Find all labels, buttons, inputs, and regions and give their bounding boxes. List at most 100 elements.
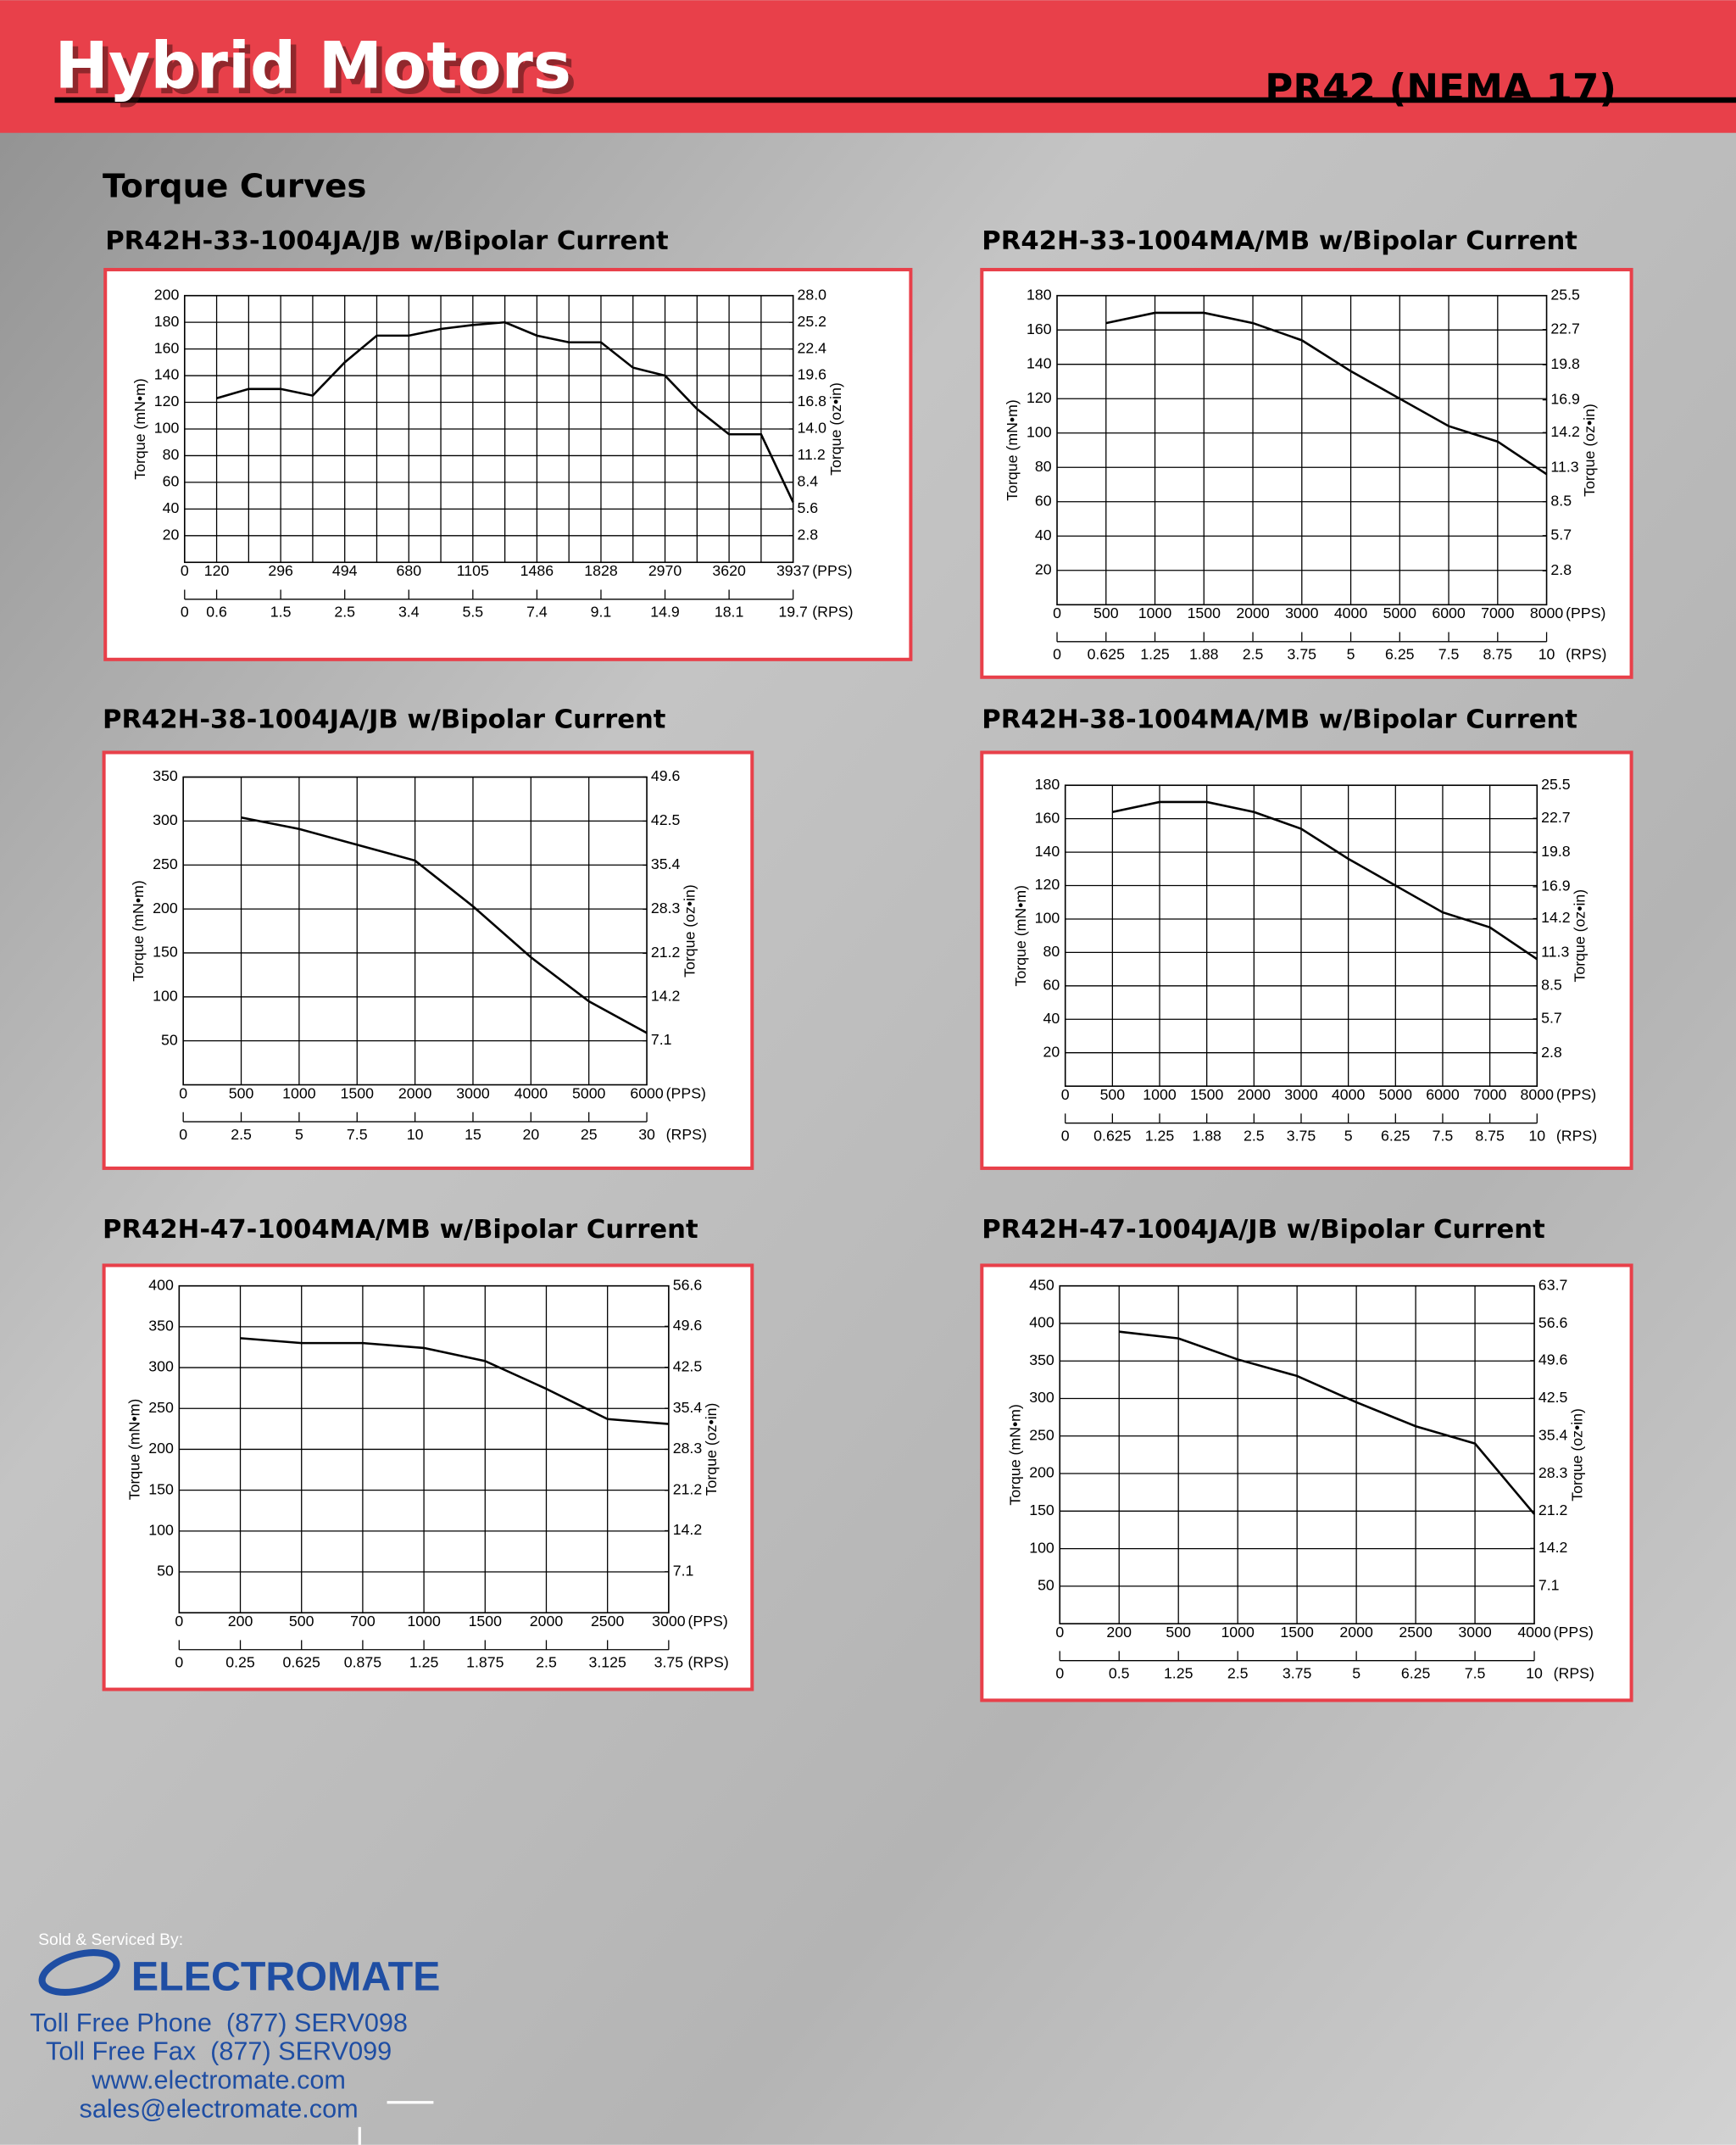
y-tick-label: 350 xyxy=(1029,1351,1054,1368)
x-tick-label: 5000 xyxy=(1383,604,1417,621)
x2-tick-label: 6.25 xyxy=(1381,1128,1410,1145)
x-tick-label: 500 xyxy=(1166,1624,1191,1641)
x2-unit: (RPS) xyxy=(812,604,853,621)
x2-tick-label: 6.25 xyxy=(1385,646,1415,663)
y2-tick-label: 11.3 xyxy=(1541,944,1569,961)
x2-unit: (RPS) xyxy=(1556,1128,1597,1145)
y2-tick-label: 16.8 xyxy=(798,393,827,410)
plot-frame xyxy=(1056,294,1548,606)
y2-tick-label: 2.8 xyxy=(798,526,819,543)
chart: PR42H-38-1004JA/JB w/Bipolar Current 5 0 10… xyxy=(102,705,754,1170)
x2-tick-label: 0.25 xyxy=(225,1654,255,1671)
x2-tick-label: 20 xyxy=(522,1126,539,1143)
y-tick-label: 180 xyxy=(1027,286,1052,303)
chart: PR42H-47-1004JA/JB w/Bipolar Current 5 0 10… xyxy=(980,1215,1633,1702)
x2-tick-label: 19.7 xyxy=(778,604,808,621)
y-tick-label: 40 xyxy=(163,499,180,516)
x-tick-label: 1500 xyxy=(341,1084,375,1101)
x2-tick-label: 0.875 xyxy=(344,1654,382,1671)
x2-tick-label: 1.88 xyxy=(1189,646,1219,663)
y-axis-label: Torque (mN•m) xyxy=(131,378,148,480)
x-tick-label: 700 xyxy=(350,1613,376,1630)
x-tick-label: 2000 xyxy=(1238,1086,1271,1103)
footer: Sold & Serviced By: ELECTROMATE Toll Fre… xyxy=(30,1930,440,2145)
y2-tick-label: 14.2 xyxy=(1538,1539,1568,1556)
x-tick-label: 120 xyxy=(204,562,230,579)
web: www.electromate.com xyxy=(91,2066,346,2095)
y2-axis-label: Torque (oz•in) xyxy=(681,884,698,978)
y2-tick-label: 56.6 xyxy=(673,1276,703,1293)
y-tick-label: 250 xyxy=(1029,1426,1054,1443)
y2-tick-label: 7.1 xyxy=(651,1031,672,1048)
x2-tick-label: 0 xyxy=(179,1126,187,1143)
x-tick-label: 1500 xyxy=(1188,604,1221,621)
y2-axis-label: Torque (oz•in) xyxy=(1568,1408,1585,1502)
x-tick-label: 0 xyxy=(1055,1624,1064,1641)
y2-tick-label: 14.2 xyxy=(651,987,681,1004)
x2-tick-label: 3.75 xyxy=(654,1654,684,1671)
x2-tick-label: 15 xyxy=(465,1126,481,1143)
x-tick-label: 2000 xyxy=(1339,1624,1373,1641)
y-tick-label: 150 xyxy=(1029,1502,1054,1518)
x-tick-label: 1000 xyxy=(1138,604,1172,621)
x2-unit: (RPS) xyxy=(1566,646,1606,663)
y-tick-label: 140 xyxy=(1035,843,1060,860)
section-title: Torque Curves xyxy=(103,168,366,206)
x-tick-label: 6000 xyxy=(630,1084,664,1101)
x2-tick-label: 7.4 xyxy=(526,604,548,621)
y2-tick-label: 14.0 xyxy=(798,420,827,437)
x-tick-label: 500 xyxy=(1100,1086,1126,1103)
y-tick-label: 150 xyxy=(148,1480,174,1497)
y-tick-label: 160 xyxy=(1035,809,1060,826)
x-tick-label: 7000 xyxy=(1481,604,1515,621)
header-band xyxy=(0,0,1736,133)
y-tick-label: 20 xyxy=(1043,1043,1060,1060)
x-tick-label: 3620 xyxy=(712,562,746,579)
fax: Toll Free Fax (877) SERV099 xyxy=(46,2037,392,2066)
plot-frame xyxy=(1064,784,1538,1087)
plot-frame xyxy=(1059,1284,1535,1624)
sold-by: Sold & Serviced By: xyxy=(38,1930,183,1949)
x2-tick-label: 8.75 xyxy=(1475,1128,1505,1145)
y-axis-label: Torque (mN•m) xyxy=(1006,1404,1023,1506)
x2-tick-label: 10 xyxy=(407,1126,424,1143)
x-tick-label: 1000 xyxy=(407,1613,441,1630)
torque-curve xyxy=(1105,311,1548,476)
y2-axis-label: Torque (oz•in) xyxy=(827,382,844,476)
email: sales@electromate.com xyxy=(80,2095,359,2124)
x2-tick-label: 5 xyxy=(1344,1128,1353,1145)
chart: PR42H-47-1004MA/MB w/Bipolar Current 50 10… xyxy=(102,1215,754,1691)
y-tick-label: 200 xyxy=(1029,1464,1054,1481)
x2-tick-label: 2.5 xyxy=(1244,1128,1265,1145)
y2-tick-label: 42.5 xyxy=(673,1357,703,1374)
y2-tick-label: 35.4 xyxy=(673,1399,703,1416)
x-tick-label: 3000 xyxy=(1284,1086,1318,1103)
y2-tick-label: 11.2 xyxy=(798,446,826,463)
chart-title: PR42H-38-1004JA/JB w/Bipolar Current xyxy=(103,705,665,734)
chart-title: PR42H-33-1004JA/JB w/Bipolar Current xyxy=(105,226,668,256)
x-tick-label: 3000 xyxy=(652,1613,686,1630)
torque-curve xyxy=(1119,1330,1536,1515)
y2-tick-label: 22.7 xyxy=(1550,320,1580,337)
x2-tick-label: 5 xyxy=(1352,1665,1360,1682)
phone: Toll Free Phone (877) SERV098 xyxy=(30,2008,408,2037)
chart-title: PR42H-47-1004JA/JB w/Bipolar Current xyxy=(982,1215,1544,1245)
x2-tick-label: 3.125 xyxy=(588,1654,626,1671)
x2-tick-label: 3.75 xyxy=(1288,646,1317,663)
x-tick-label: 680 xyxy=(396,562,421,579)
x-tick-label: 0 xyxy=(179,1084,187,1101)
x2-tick-label: 5 xyxy=(295,1126,303,1143)
y2-tick-label: 56.6 xyxy=(1538,1314,1568,1331)
x2-tick-label: 3.75 xyxy=(1287,1128,1316,1145)
y2-tick-label: 28.3 xyxy=(673,1440,703,1457)
x2-tick-label: 10 xyxy=(1526,1665,1543,1682)
x-tick-label: 2500 xyxy=(1399,1624,1433,1641)
y-tick-label: 40 xyxy=(1043,1010,1060,1027)
x2-tick-label: 1.25 xyxy=(1140,646,1170,663)
x2-tick-label: 1.875 xyxy=(466,1654,504,1671)
x-tick-label: 7000 xyxy=(1473,1086,1507,1103)
x-tick-label: 296 xyxy=(268,562,293,579)
header-title: Hybrid Motors xyxy=(55,28,572,103)
x2-tick-label: 2.5 xyxy=(231,1126,252,1143)
y-tick-label: 200 xyxy=(148,1440,174,1457)
